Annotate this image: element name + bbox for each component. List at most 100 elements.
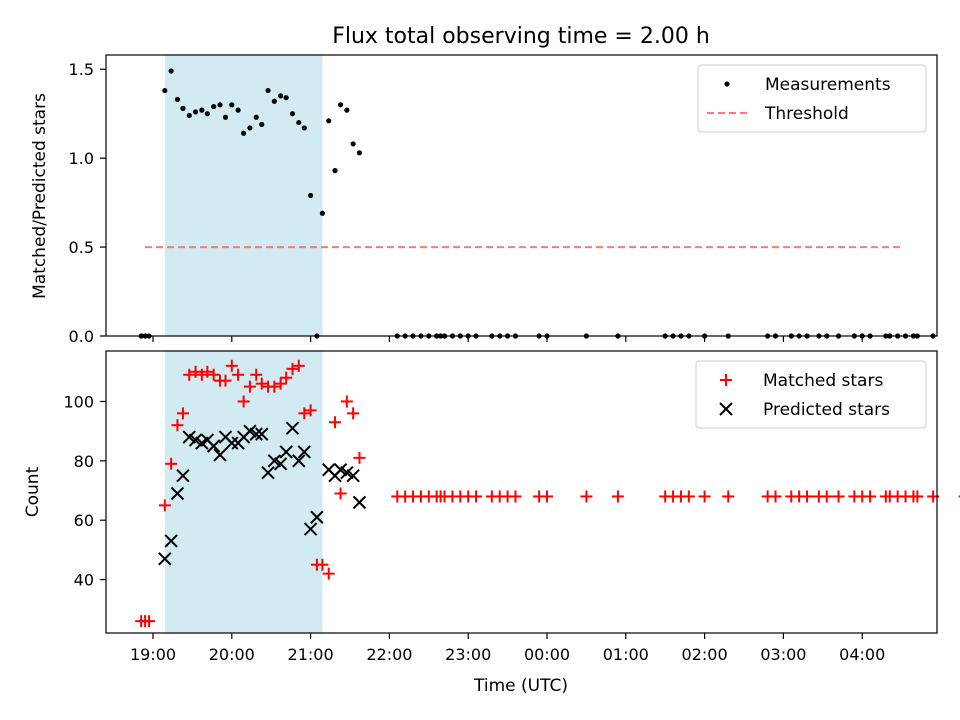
matched-stars-point bbox=[250, 368, 263, 381]
legend-threshold-label: Threshold bbox=[764, 104, 849, 124]
bottom-ylabel: Count bbox=[23, 466, 43, 517]
matched-stars-point bbox=[911, 490, 924, 503]
top-ylabel: Matched/Predicted stars bbox=[30, 93, 50, 299]
predicted-stars-point bbox=[273, 457, 288, 471]
measurement-point bbox=[247, 125, 253, 131]
predicted-stars-point bbox=[310, 510, 324, 524]
matched-stars-point bbox=[286, 362, 299, 375]
top-ytick-label: 1.5 bbox=[69, 60, 94, 79]
predicted-stars-point bbox=[170, 486, 185, 501]
matched-stars-point bbox=[189, 365, 202, 378]
matched-stars-point bbox=[316, 558, 329, 571]
matched-stars-point bbox=[268, 380, 281, 393]
predicted-stars-point bbox=[279, 445, 293, 459]
measurement-point bbox=[180, 105, 186, 111]
matched-stars-point bbox=[864, 490, 877, 503]
matched-stars-point bbox=[201, 365, 214, 378]
legend-predicted-marker bbox=[719, 402, 733, 416]
matched-stars-point bbox=[580, 490, 593, 503]
measurement-point bbox=[217, 102, 223, 108]
predicted-stars-point bbox=[303, 522, 318, 536]
top-axes-frame bbox=[105, 54, 938, 337]
measurement-point bbox=[259, 121, 265, 127]
matched-stars-point bbox=[195, 368, 208, 381]
measurement-point bbox=[265, 87, 271, 94]
legend-measurements-marker bbox=[724, 81, 730, 87]
legend-predicted-label: Predicted stars bbox=[763, 400, 890, 420]
matched-stars-point bbox=[329, 416, 342, 429]
measurement-point bbox=[344, 107, 350, 113]
measurement-point bbox=[168, 68, 174, 74]
matched-stars-point bbox=[207, 368, 220, 381]
matched-stars-point bbox=[183, 368, 196, 381]
measurement-point bbox=[283, 95, 289, 101]
matched-stars-point bbox=[353, 451, 366, 464]
matched-stars-point bbox=[347, 407, 360, 420]
matched-stars-point bbox=[171, 419, 184, 432]
bot-ytick-label: 80 bbox=[74, 452, 94, 471]
xtick-label: 04:00 bbox=[839, 645, 885, 664]
matched-stars-point bbox=[280, 371, 293, 384]
matched-stars-point bbox=[541, 490, 553, 503]
measurement-point bbox=[253, 114, 259, 120]
measurement-point bbox=[356, 150, 363, 156]
xtick-label: 01:00 bbox=[603, 645, 649, 664]
predicted-stars-point bbox=[158, 552, 172, 566]
bottom-legend-box bbox=[695, 360, 927, 429]
matched-stars-point bbox=[219, 374, 232, 387]
top-ytick-label: 0.0 bbox=[69, 327, 94, 346]
matched-stars-point bbox=[334, 487, 347, 500]
xtick-label: 23:00 bbox=[445, 645, 491, 664]
predicted-stars-point bbox=[292, 454, 306, 468]
predicted-stars-point bbox=[346, 468, 360, 483]
legend-measurements-label: Measurements bbox=[765, 75, 891, 95]
measurement-point bbox=[229, 102, 235, 108]
matched-stars-point bbox=[225, 359, 238, 372]
bot-ytick-label: 100 bbox=[63, 392, 94, 411]
matched-stars-point bbox=[298, 407, 311, 420]
matched-stars-point bbox=[832, 490, 845, 503]
matched-stars-point bbox=[143, 615, 156, 628]
matched-stars-point bbox=[176, 407, 189, 420]
xtick-label: 22:00 bbox=[366, 645, 412, 664]
measurement-point bbox=[235, 107, 241, 113]
predicted-stars-point bbox=[255, 427, 269, 441]
xtick-label: 21:00 bbox=[288, 645, 334, 664]
measurement-point bbox=[186, 112, 192, 119]
predicted-stars-point bbox=[225, 436, 239, 450]
predicted-stars-point bbox=[164, 534, 178, 548]
predicted-stars-point bbox=[176, 468, 190, 483]
measurement-point bbox=[278, 93, 284, 99]
matched-stars-point bbox=[611, 490, 624, 503]
matched-stars-point bbox=[470, 490, 483, 503]
matched-stars-point bbox=[698, 490, 711, 503]
matched-stars-point bbox=[292, 359, 305, 372]
bot-ytick-label: 60 bbox=[74, 511, 94, 530]
measurement-point bbox=[308, 192, 314, 199]
xtick-label: 00:00 bbox=[524, 645, 570, 664]
predicted-stars-point bbox=[213, 448, 227, 462]
measurement-point bbox=[192, 109, 199, 115]
legend-matched-marker bbox=[720, 374, 732, 386]
matched-stars-point bbox=[769, 490, 782, 503]
measurement-point bbox=[222, 114, 229, 120]
chart-title: Flux total observing time = 2.00 h bbox=[332, 24, 710, 49]
measurement-point bbox=[199, 107, 205, 113]
top-panel: 0.0 0.5 1.0 1.5 Matched/Predicted stars Mea… bbox=[30, 54, 938, 346]
measurement-point bbox=[211, 103, 217, 110]
xtick-label: 02:00 bbox=[682, 645, 728, 664]
predicted-stars-point bbox=[249, 427, 263, 441]
matched-stars-point bbox=[682, 490, 695, 503]
bot-ytick-label: 40 bbox=[74, 571, 94, 590]
matched-stars-point bbox=[722, 490, 735, 503]
predicted-stars-point bbox=[297, 445, 312, 459]
matched-stars-point bbox=[340, 395, 353, 408]
predicted-stars-point bbox=[285, 421, 300, 435]
xtick-label: 03:00 bbox=[760, 645, 806, 664]
measurement-point bbox=[319, 210, 326, 216]
measurement-point bbox=[350, 141, 356, 147]
matched-stars-point bbox=[509, 490, 522, 503]
top-ytick-label: 1.0 bbox=[69, 149, 94, 168]
measurement-point bbox=[162, 87, 168, 94]
